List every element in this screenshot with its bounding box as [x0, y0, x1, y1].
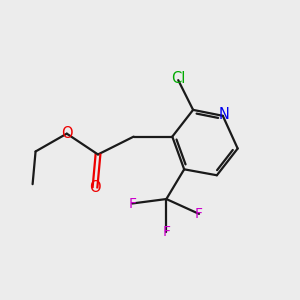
Text: O: O — [61, 126, 73, 141]
Text: F: F — [162, 225, 170, 239]
Text: F: F — [128, 196, 136, 211]
Text: Cl: Cl — [171, 71, 185, 86]
Text: N: N — [219, 107, 230, 122]
Text: O: O — [89, 180, 101, 195]
Text: F: F — [195, 207, 203, 221]
